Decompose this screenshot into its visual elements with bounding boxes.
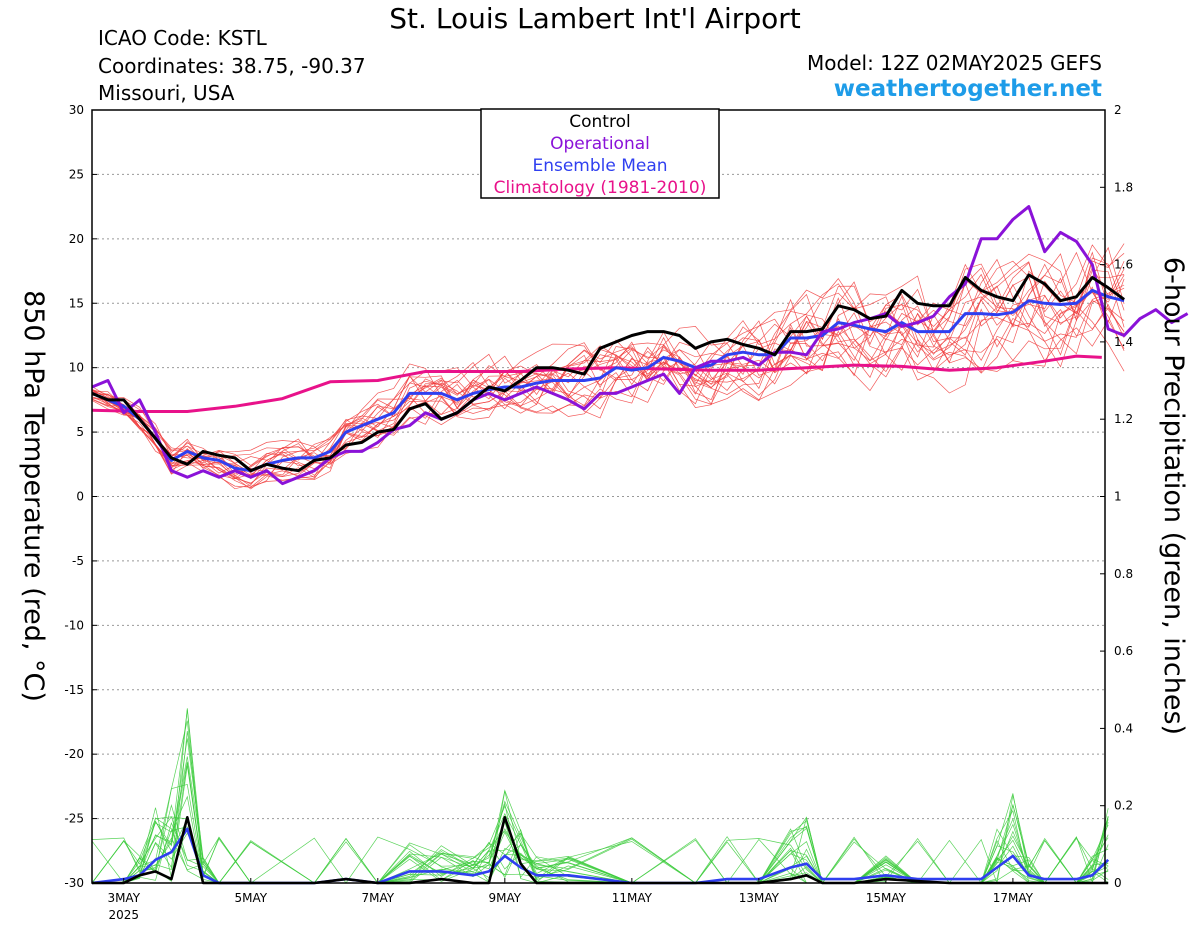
y2-tick-label: 1.2 <box>1114 412 1133 426</box>
y-tick-label: -15 <box>64 683 84 697</box>
y2-tick-label: 0.4 <box>1114 721 1133 735</box>
ensemble-members <box>91 243 1125 885</box>
y2-tick-label: 1.4 <box>1114 335 1133 349</box>
y-tick-label: 5 <box>76 425 84 439</box>
control-temperature-line <box>91 273 1125 473</box>
y-tick-label: -5 <box>72 554 84 568</box>
y-tick-label: 10 <box>69 361 84 375</box>
temperature-member-line <box>91 257 1125 473</box>
precip-member-line <box>92 708 1109 884</box>
temperature-member-line <box>91 251 1125 488</box>
x-tick-label: 13MAY <box>739 891 780 905</box>
legend-entry: Climatology (1981-2010) <box>494 178 707 198</box>
y2-tick-label: 0.6 <box>1114 644 1133 658</box>
x-tick-label: 11MAY <box>612 891 653 905</box>
y2-tick-label: 2 <box>1114 103 1122 117</box>
temperature-member-line <box>91 281 1125 477</box>
ensemble-mean-temperature-line <box>91 288 1125 473</box>
legend-box <box>480 108 720 199</box>
axis-ticks: 302520151050-5-10-15-20-25-3021.81.61.41… <box>64 103 1133 922</box>
y-tick-label: 25 <box>69 167 84 181</box>
precip-member-line <box>92 738 1109 884</box>
series-lines <box>91 205 1189 885</box>
legend-entry: Operational <box>550 134 650 154</box>
ensemble-mean-precipitation-line <box>91 827 1110 885</box>
control-precipitation-line <box>92 815 1109 885</box>
temperature-member-line <box>91 253 1125 464</box>
temperature-member-line <box>91 251 1125 480</box>
precip-member-line <box>91 765 1109 884</box>
y-tick-label: 30 <box>69 103 84 117</box>
y2-tick-label: 1 <box>1114 490 1122 504</box>
y2-tick-label: 0 <box>1114 876 1122 890</box>
temperature-member-line <box>91 284 1125 489</box>
temperature-member-line <box>91 269 1125 490</box>
y2-tick-label: 1.8 <box>1114 180 1133 194</box>
precip-member-line <box>92 761 1109 884</box>
precip-member-line <box>92 720 1109 885</box>
y-tick-label: -25 <box>64 812 84 826</box>
temperature-member-line <box>91 305 1125 469</box>
y2-tick-label: 0.2 <box>1114 799 1133 813</box>
x-tick-year: 2025 <box>108 908 139 922</box>
y2-tick-label: 0.8 <box>1114 567 1133 581</box>
y-tick-label: 0 <box>76 490 84 504</box>
y2-axis-title: 6-hour Precipitation (green, inches) <box>1158 257 1189 735</box>
temperature-member-line <box>91 267 1125 480</box>
precip-member-line <box>92 762 1109 884</box>
y-tick-label: -10 <box>64 618 84 632</box>
precip-member-line <box>92 756 1109 884</box>
y-tick-label: 20 <box>69 232 84 246</box>
y-axis-title: 850 hPa Temperature (red, °C) <box>18 290 49 702</box>
precip-member-line <box>92 820 1109 884</box>
temperature-member-line <box>91 276 1125 481</box>
y2-tick-label: 1.6 <box>1114 258 1133 272</box>
x-tick-label: 7MAY <box>361 891 394 905</box>
precip-member-line <box>92 709 1109 884</box>
temperature-member-line <box>91 277 1125 469</box>
grid-lines <box>92 173 1105 820</box>
x-tick-label: 3MAY <box>107 891 140 905</box>
x-tick-label: 5MAY <box>234 891 267 905</box>
precip-member-line <box>92 783 1109 884</box>
precip-member-line <box>91 730 1109 884</box>
icao-code: ICAO Code: KSTL <box>98 26 267 50</box>
operational-temperature-line <box>91 205 1189 486</box>
y-tick-label: -20 <box>64 747 84 761</box>
y-tick-label: 15 <box>69 296 84 310</box>
legend-entry: Ensemble Mean <box>532 156 667 176</box>
model-run: Model: 12Z 02MAY2025 GEFS <box>807 51 1102 75</box>
chart-title: St. Louis Lambert Int'l Airport <box>389 2 801 35</box>
x-tick-label: 15MAY <box>866 891 907 905</box>
x-tick-label: 17MAY <box>993 891 1034 905</box>
temperature-member-line <box>91 243 1125 476</box>
precip-member-line <box>92 791 1109 884</box>
temperature-member-line <box>91 278 1125 477</box>
coordinates: Coordinates: 38.75, -90.37 <box>98 54 366 78</box>
legend-entry: Control <box>569 112 630 132</box>
region: Missouri, USA <box>98 81 235 105</box>
website-link[interactable]: weathertogether.net <box>833 76 1102 102</box>
precip-member-line <box>92 808 1109 884</box>
y-tick-label: -30 <box>64 876 84 890</box>
x-tick-label: 9MAY <box>489 891 522 905</box>
